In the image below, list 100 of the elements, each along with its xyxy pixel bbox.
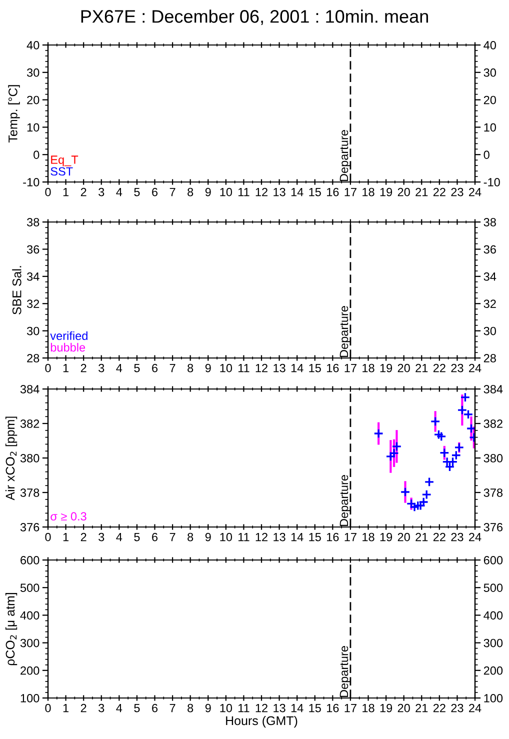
y-tick-label: 376 bbox=[20, 523, 40, 532]
ref-line-label: Departure bbox=[340, 646, 350, 698]
y-tick-label: 30 bbox=[26, 68, 40, 77]
x-tick-label: 7 bbox=[170, 532, 176, 542]
y-axis-title: Temp. [°C] bbox=[8, 85, 20, 142]
y2-tick-label: 20 bbox=[484, 96, 496, 104]
x-tick-label: 9 bbox=[205, 532, 211, 542]
x-tick-label: 0 bbox=[45, 704, 51, 712]
y2-tick-label: 200 bbox=[484, 666, 503, 675]
chart-title: PX67E : December 06, 2001 : 10min. mean bbox=[81, 10, 428, 25]
x-tick-label: 10 bbox=[220, 532, 232, 542]
y2-tick-label: 30 bbox=[484, 68, 496, 77]
y2-tick-label: 600 bbox=[484, 556, 503, 564]
y-tick-label: 200 bbox=[20, 666, 40, 675]
x-tick-label: 14 bbox=[291, 704, 304, 712]
x-tick-label: 18 bbox=[362, 704, 374, 712]
x-tick-label: 15 bbox=[309, 364, 321, 372]
x-tick-label: 15 bbox=[309, 532, 321, 542]
x-tick-label: 16 bbox=[327, 364, 339, 372]
y2-tick-label: 500 bbox=[484, 584, 503, 592]
y2-tick-label: 300 bbox=[484, 638, 503, 648]
x-tick-label: 24 bbox=[469, 704, 482, 712]
x-tick-label: 12 bbox=[256, 364, 268, 372]
x-tick-label: 20 bbox=[398, 188, 410, 196]
y-tick-label: 10 bbox=[27, 123, 40, 132]
x-tick-label: 8 bbox=[188, 532, 194, 542]
x-tick-label: 4 bbox=[116, 364, 122, 372]
y-tick-label: 40 bbox=[26, 41, 40, 50]
y2-tick-label: 378 bbox=[484, 488, 503, 497]
x-tick-label: 15 bbox=[309, 704, 321, 712]
y2-tick-label: 40 bbox=[484, 41, 496, 50]
x-tick-label: 3 bbox=[98, 188, 104, 196]
y-axis-title: ρCO$_{2}$ [μ atm] bbox=[5, 593, 18, 666]
x-tick-label: 14 bbox=[291, 364, 304, 372]
x-tick-label: 4 bbox=[116, 532, 122, 542]
y2-tick-label: 376 bbox=[484, 523, 503, 532]
x-tick-label: 18 bbox=[362, 532, 374, 542]
x-tick-label: 19 bbox=[380, 704, 392, 712]
x-tick-label: 9 bbox=[205, 188, 211, 196]
x-tick-label: 6 bbox=[152, 188, 158, 196]
x-tick-label: 13 bbox=[274, 704, 286, 712]
x-tick-label: 5 bbox=[134, 188, 140, 196]
y2-tick-label: 30 bbox=[484, 326, 496, 336]
x-tick-label: 17 bbox=[344, 704, 356, 712]
x-tick-label: 21 bbox=[416, 188, 428, 196]
y-tick-label: 0 bbox=[34, 150, 40, 159]
x-tick-label: 4 bbox=[116, 188, 122, 196]
x-tick-label: 14 bbox=[291, 188, 304, 196]
y-tick-label: -10 bbox=[23, 178, 40, 186]
x-tick-label: 24 bbox=[469, 532, 482, 542]
x-tick-label: 9 bbox=[205, 704, 211, 712]
y-tick-label: 32 bbox=[26, 300, 40, 308]
y2-tick-label: 100 bbox=[484, 694, 503, 702]
x-tick-label: 8 bbox=[188, 188, 194, 196]
x-tick-label: 0 bbox=[45, 364, 51, 372]
x-tick-label: 17 bbox=[344, 364, 356, 372]
x-tick-label: 2 bbox=[80, 532, 86, 542]
y2-tick-label: 380 bbox=[484, 454, 503, 462]
y-tick-label: 20 bbox=[27, 96, 40, 104]
y2-tick-label: 28 bbox=[484, 354, 496, 362]
ref-line-label: Departure bbox=[340, 306, 350, 358]
x-tick-label: 11 bbox=[238, 532, 250, 542]
x-tick-label: 19 bbox=[380, 188, 392, 196]
x-tick-label: 14 bbox=[291, 532, 304, 542]
x-tick-label: 8 bbox=[188, 364, 194, 372]
x-tick-label: 1 bbox=[63, 364, 68, 372]
x-tick-label: 1 bbox=[63, 188, 68, 196]
ref-line-label: Departure bbox=[340, 475, 350, 526]
legend-label: Eq_T bbox=[51, 156, 78, 166]
y-tick-label: 36 bbox=[26, 245, 40, 254]
legend-label: verified bbox=[50, 331, 88, 340]
x-tick-label: 5 bbox=[134, 532, 140, 542]
x-tick-label: 7 bbox=[170, 364, 176, 372]
x-tick-label: 4 bbox=[116, 704, 122, 712]
x-tick-label: 20 bbox=[398, 364, 410, 372]
y-tick-label: 384 bbox=[20, 385, 40, 394]
y-tick-label: 382 bbox=[20, 420, 40, 428]
x-tick-label: 6 bbox=[152, 364, 158, 372]
y-axis-title: SBE Sal. bbox=[12, 266, 22, 314]
y2-tick-label: 32 bbox=[484, 300, 496, 308]
x-tick-label: 24 bbox=[469, 188, 482, 196]
x-tick-label: 18 bbox=[362, 364, 374, 372]
x-tick-label: 11 bbox=[238, 704, 250, 712]
x-tick-label: 16 bbox=[327, 532, 339, 542]
x-tick-label: 22 bbox=[433, 188, 446, 196]
x-tick-label: 24 bbox=[469, 364, 482, 372]
y2-tick-label: 400 bbox=[484, 611, 503, 620]
x-tick-label: 5 bbox=[134, 364, 140, 372]
y-tick-label: 30 bbox=[26, 326, 40, 336]
x-tick-label: 2 bbox=[80, 188, 86, 196]
y2-tick-label: 0 bbox=[484, 150, 490, 159]
y-tick-label: 500 bbox=[20, 584, 40, 592]
x-tick-label: 16 bbox=[327, 188, 339, 196]
y2-tick-label: 382 bbox=[484, 420, 502, 428]
x-tick-label: 6 bbox=[152, 532, 158, 542]
x-tick-label: 22 bbox=[433, 532, 446, 542]
x-tick-label: 9 bbox=[205, 364, 211, 372]
legend-label: bubble bbox=[50, 342, 86, 352]
x-tick-label: 22 bbox=[433, 364, 446, 372]
y2-tick-label: 38 bbox=[484, 218, 496, 226]
